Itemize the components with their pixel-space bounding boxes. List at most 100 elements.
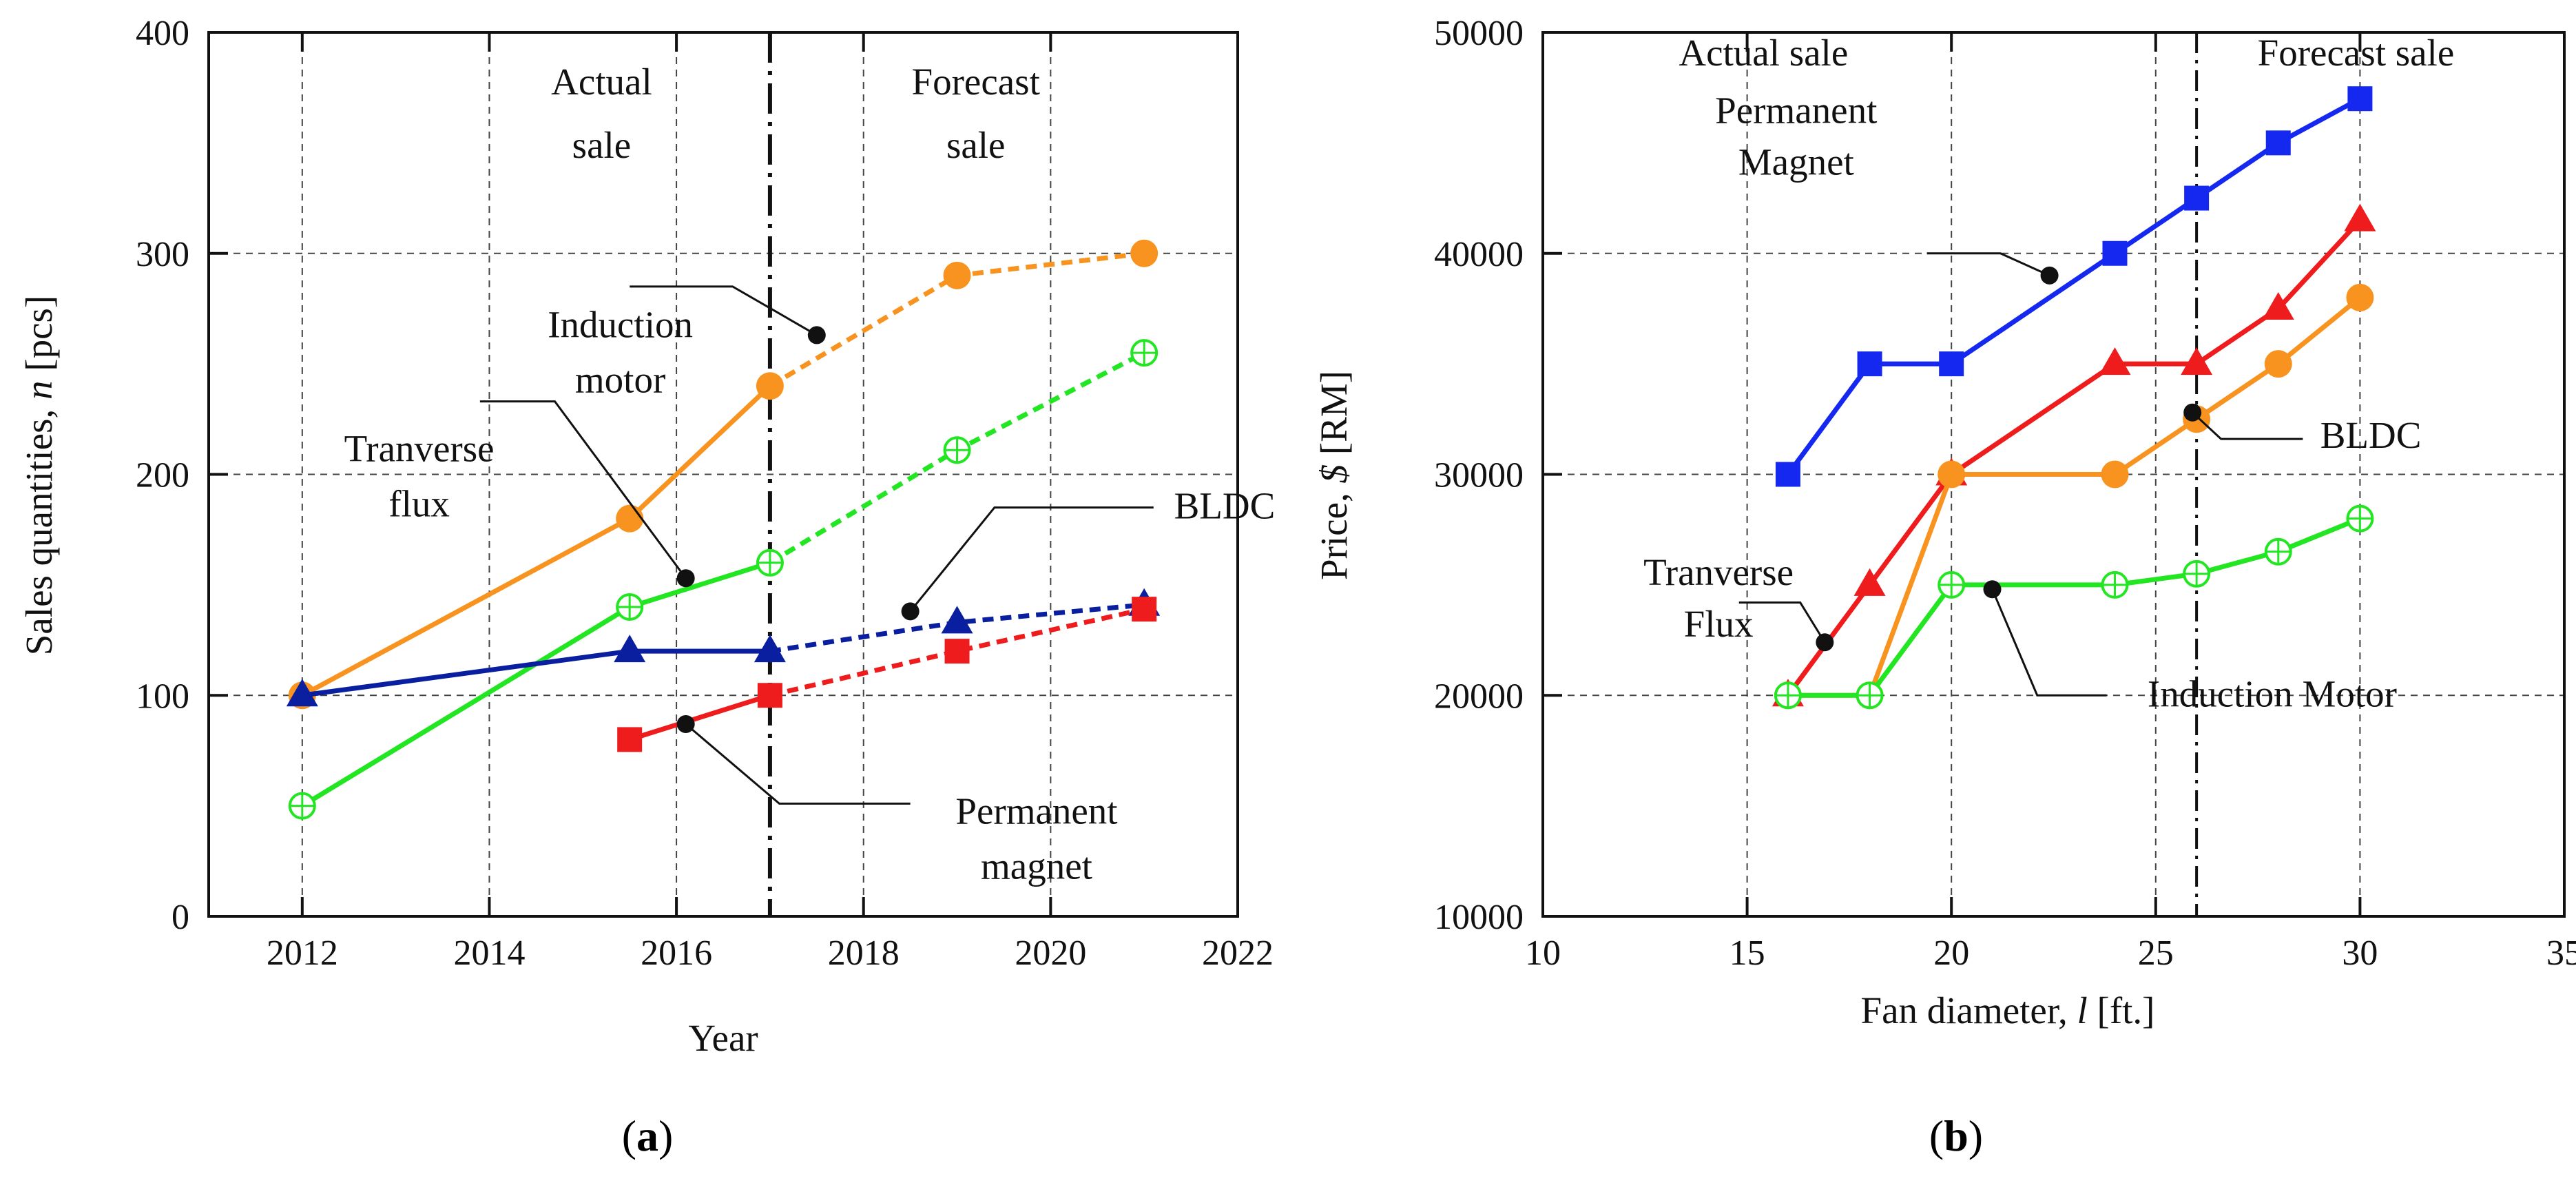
y-axis-label-var: $ (1313, 464, 1355, 484)
data-point-permanent-magnet (1132, 597, 1157, 622)
annotation-dot (676, 569, 695, 588)
data-point-tranverse-flux (2181, 347, 2213, 375)
panel-label-open: ( (622, 1111, 636, 1160)
annotation-leader-line (2192, 411, 2303, 440)
annotation-permanent-magnet: Permanent magnet (676, 714, 1118, 887)
data-point-bldc (2346, 283, 2374, 311)
y-axis-label-suffix: [RM] (1313, 371, 1355, 464)
series-permanent-magnet (617, 597, 1157, 752)
x-tick-label: 2014 (453, 934, 525, 973)
data-point-induction-motor (943, 261, 971, 289)
data-point-tranverse-flux (2099, 347, 2131, 375)
x-tick-label: 15 (1730, 934, 1765, 973)
annotation-label: Induction Motor (2148, 672, 2397, 714)
data-point-permanent-magnet (944, 639, 970, 664)
region-label-forecast-sale: sale (946, 124, 1006, 166)
x-tick-label: 2018 (828, 934, 900, 973)
x-axis-label-suffix: [ft.] (2088, 989, 2155, 1031)
annotation-dot (2183, 403, 2202, 422)
y-tick-label: 10000 (1434, 898, 1524, 937)
data-point-bldc (2101, 460, 2129, 488)
annotation-induction-motor: Induction motor (548, 285, 826, 401)
annotation-leader-line (1926, 252, 2050, 277)
x-tick-label: 10 (1525, 934, 1561, 973)
data-point-bldc (614, 635, 646, 663)
series-line-tranverse-flux (1786, 218, 2362, 697)
data-point-bldc (286, 679, 318, 707)
y-axis-label-var: n (18, 381, 60, 400)
y-tick-label: 40000 (1434, 235, 1524, 274)
data-point-induction-motor (1130, 239, 1159, 267)
region-label-actual-sale: Actual (551, 61, 652, 103)
annotation-tranverse-flux: Tranverse Flux (1643, 551, 1834, 652)
data-point-bldc (2264, 350, 2292, 378)
annotation-bldc: BLDC (2183, 403, 2422, 456)
region-label-actual-sale: sale (572, 124, 632, 166)
x-axis-label: Fan diameter, l [ft.] (1861, 989, 2155, 1031)
x-tick-label: 2020 (1015, 934, 1086, 973)
annotation-dot (807, 326, 826, 344)
y-tick-label: 300 (136, 235, 189, 274)
annotation-dot (1816, 633, 1834, 652)
data-point-tranverse-flux (1853, 568, 1886, 596)
y-tick-label: 200 (136, 456, 189, 495)
data-point-permanent-magnet (617, 727, 643, 752)
annotation-label: Flux (1684, 603, 1754, 645)
x-tick-label: 30 (2342, 934, 2378, 973)
data-point-permanent-magnet (1857, 351, 1882, 377)
series-forecast-line-permanent-magnet (769, 606, 1145, 698)
annotation-label: Magnet (1738, 141, 1854, 183)
data-point-tranverse-flux (2262, 291, 2294, 320)
panel-label: (a) (622, 1111, 674, 1160)
panel-label-letter: b (1944, 1111, 1969, 1160)
annotation-label: magnet (981, 845, 1092, 887)
region-label-forecast-sale: Forecast sale (2258, 32, 2455, 74)
annotation-leader-line (479, 400, 687, 579)
annotation-label: Induction (548, 304, 693, 346)
x-tick-label: 2012 (267, 934, 338, 973)
chart-panel-b: 10 15 20 25 30 35 10000 20000 30000 40000 50000 Act… (1313, 14, 2576, 1160)
annotation-induction-motor: Induction Motor (1983, 580, 2397, 714)
y-axis-label: Price, $ [RM] (1313, 371, 1355, 580)
series-tranverse-flux (288, 339, 1159, 820)
x-tick-label: 20 (1933, 934, 1969, 973)
annotation-leader-line (685, 723, 911, 805)
panel-label: (b) (1929, 1111, 1983, 1160)
series-bldc (286, 588, 1161, 707)
panel-label-close: ) (1969, 1111, 1983, 1160)
data-point-tranverse-flux (2344, 203, 2376, 231)
y-tick-label: 20000 (1434, 677, 1524, 716)
y-tick-label: 400 (136, 14, 189, 53)
annotation-label: Permanent (955, 790, 1117, 832)
annotation-permanent-magnet: Permanent Magnet (1715, 90, 2059, 285)
annotation-label: Permanent (1715, 90, 1877, 132)
annotation-label: Tranverse (1643, 551, 1794, 593)
region-label-forecast-sale: Forecast (912, 61, 1040, 103)
annotation-label: BLDC (2320, 414, 2422, 456)
chart-panel-a: 2012 2014 2016 2018 2020 2022 0 100 200 300 400 Act… (18, 14, 1275, 1160)
panel-label-letter: a (636, 1111, 658, 1160)
x-tick-label: 35 (2546, 934, 2576, 973)
data-point-bldc (754, 635, 786, 663)
y-tick-label: 50000 (1434, 14, 1524, 53)
data-point-permanent-magnet (2265, 130, 2291, 156)
annotation-dot (1983, 580, 2002, 599)
data-point-permanent-magnet (757, 683, 782, 708)
data-point-induction-motor (756, 372, 784, 400)
plot-frame (1541, 31, 2566, 918)
y-axis-label: Sales quantities, n [pcs] (18, 296, 60, 655)
panel-label-close: ) (658, 1111, 673, 1160)
series-permanent-magnet (1775, 86, 2373, 487)
annotation-dot (901, 602, 920, 621)
annotation-label: motor (575, 359, 665, 401)
series-induction-motor (288, 239, 1159, 710)
annotation-label: flux (388, 482, 450, 524)
y-axis-label-suffix: [pcs] (18, 296, 60, 381)
annotation-dot (676, 714, 695, 733)
data-point-permanent-magnet (1775, 462, 1800, 487)
annotation-leader-line (909, 506, 1154, 613)
y-axis-label-prefix: Sales quantities, (18, 400, 60, 655)
data-point-permanent-magnet (2102, 240, 2128, 266)
series-bldc (1774, 283, 2374, 710)
